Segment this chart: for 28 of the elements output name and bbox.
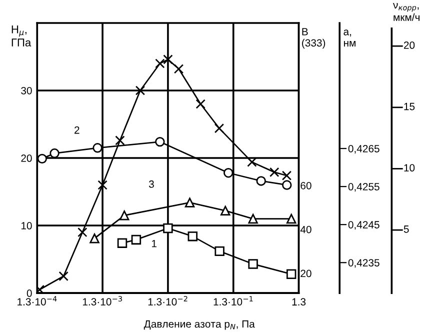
text: ν$_{корр}$, мкм/ч [392, 3, 420, 21]
x-tick-label: 1.3·10$^{−4}$ [18, 296, 57, 306]
y2-tick-label: 20 [300, 270, 312, 278]
x-tick-label: 1.3·10$^{−1}$ [214, 296, 253, 306]
text: 20 [404, 42, 415, 49]
y2-tick-label: 40 [300, 226, 312, 234]
annotation: 3 [148, 180, 154, 188]
text: 5 [404, 226, 409, 233]
y3-tick-label: 0,4265 [348, 145, 380, 154]
y-tick-label: 0 [26, 290, 32, 297]
x-tick-label: 1.3 [292, 298, 306, 306]
y3-tick-label: 0,4235 [348, 259, 380, 268]
annotation: 2 [74, 126, 80, 134]
y2-tick-label: 60 [300, 182, 312, 190]
text: 10 [404, 164, 415, 172]
x-axis-title: Давление азота p$_{N}$, Па [144, 320, 255, 330]
y-tick-label: 10 [21, 222, 32, 230]
text: 15 [404, 102, 415, 110]
y-tick-label: 30 [21, 86, 32, 94]
x-tick-label: 1.3·10$^{−3}$ [82, 296, 122, 306]
y-axis-title: H$_{μ}$, ГПа [12, 26, 32, 46]
y-tick-label: 20 [21, 154, 32, 162]
y2-axis-title: B (333) [302, 28, 326, 49]
y3-axis-title: a, нм [344, 30, 356, 46]
x-tick-label: 1.3·10$^{−2}$ [148, 296, 188, 306]
y3-tick-label: 0,4255 [348, 183, 380, 192]
y3-tick-label: 0,4245 [348, 221, 380, 230]
annotation: 1 [152, 240, 156, 248]
